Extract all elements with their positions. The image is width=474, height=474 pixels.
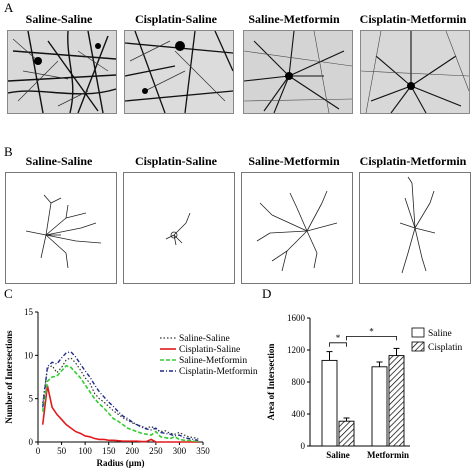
c-y-tick-label: 0 <box>29 437 34 447</box>
c-x-axis-title: Radius (µm) <box>97 458 145 468</box>
c-x-tick-label: 250 <box>149 446 163 456</box>
micrograph-saline-saline <box>7 30 117 114</box>
d-legend-label: Saline <box>428 329 452 339</box>
d-y-axis-title: Area of Intersection <box>266 344 276 421</box>
c-legend-label: Saline-Metformin <box>179 355 247 366</box>
d-significance-star: * <box>336 333 341 343</box>
d-bar-saline <box>321 359 338 447</box>
b-title-saline-metformin: Saline-Metformin <box>248 154 340 168</box>
trace-saline-metformin <box>241 172 353 284</box>
c-legend-label: Cisplatin-Metformin <box>179 366 258 377</box>
panel-letter-a: A <box>4 0 14 15</box>
d-y-tick-label: 0 <box>301 441 306 451</box>
d-significance-star: * <box>369 326 374 336</box>
c-legend-label: Saline-Saline <box>179 334 230 344</box>
micrograph-cisplatin-saline <box>124 30 234 114</box>
d-bar-saline <box>371 366 388 447</box>
d-bar-cisplatin <box>388 355 405 447</box>
d-y-tick-label: 400 <box>292 409 306 419</box>
d-y-tick-label: 800 <box>292 377 306 387</box>
c-series-line-1 <box>41 385 199 443</box>
trace-saline-saline <box>5 172 117 284</box>
d-significance-bracket <box>329 342 347 347</box>
c-x-tick-label: 0 <box>36 446 41 456</box>
c-y-tick-label: 10 <box>24 350 34 360</box>
trace-cisplatin-saline <box>123 172 235 284</box>
area-bar-chart: 0 400 800 1200 1600 Area of Intersection Salin… <box>266 313 463 460</box>
d-category-label: Metformin <box>367 450 409 460</box>
a-title-saline-metformin: Saline-Metformin <box>248 12 340 26</box>
b-title-cisplatin-metformin: Cisplatin-Metformin <box>359 154 467 168</box>
d-y-tick-label: 1200 <box>287 345 306 355</box>
a-title-cisplatin-metformin: Cisplatin-Metformin <box>359 12 467 26</box>
micrograph-saline-metformin <box>243 30 353 114</box>
c-x-tick-label: 300 <box>173 446 187 456</box>
trace-cisplatin-metformin <box>359 172 471 284</box>
c-x-tick-label: 350 <box>196 446 210 456</box>
c-x-tick-label: 50 <box>57 446 67 456</box>
d-legend-swatch <box>411 327 425 338</box>
a-title-cisplatin-saline: Cisplatin-Saline <box>134 12 218 26</box>
d-legend-swatch <box>411 341 425 352</box>
micrograph-cisplatin-metformin <box>360 30 470 114</box>
a-title-saline-saline: Saline-Saline <box>25 12 93 26</box>
d-legend-label: Cisplatin <box>428 343 463 353</box>
c-x-tick-label: 150 <box>102 446 116 456</box>
c-series-line-0 <box>42 357 199 440</box>
c-legend-label: Cisplatin-Saline <box>179 345 240 355</box>
d-significance-bracket <box>346 336 397 341</box>
c-series-line-2 <box>41 364 199 442</box>
c-x-tick-label: 200 <box>126 446 140 456</box>
panel-letter-c: C <box>4 286 13 301</box>
d-category-label: Saline <box>326 450 350 460</box>
d-bar-cisplatin <box>338 420 355 447</box>
c-x-tick-label: 100 <box>78 446 92 456</box>
d-y-tick-label: 1600 <box>287 313 306 323</box>
b-title-saline-saline: Saline-Saline <box>25 154 93 168</box>
c-series-line-3 <box>42 351 199 441</box>
panel-letter-d: D <box>262 286 272 301</box>
c-y-tick-label: 15 <box>24 307 34 317</box>
panel-letter-b: B <box>4 144 13 159</box>
c-y-tick-label: 5 <box>29 394 34 404</box>
b-title-cisplatin-saline: Cisplatin-Saline <box>134 154 218 168</box>
c-y-axis-title: Number of Intersections <box>4 330 14 424</box>
